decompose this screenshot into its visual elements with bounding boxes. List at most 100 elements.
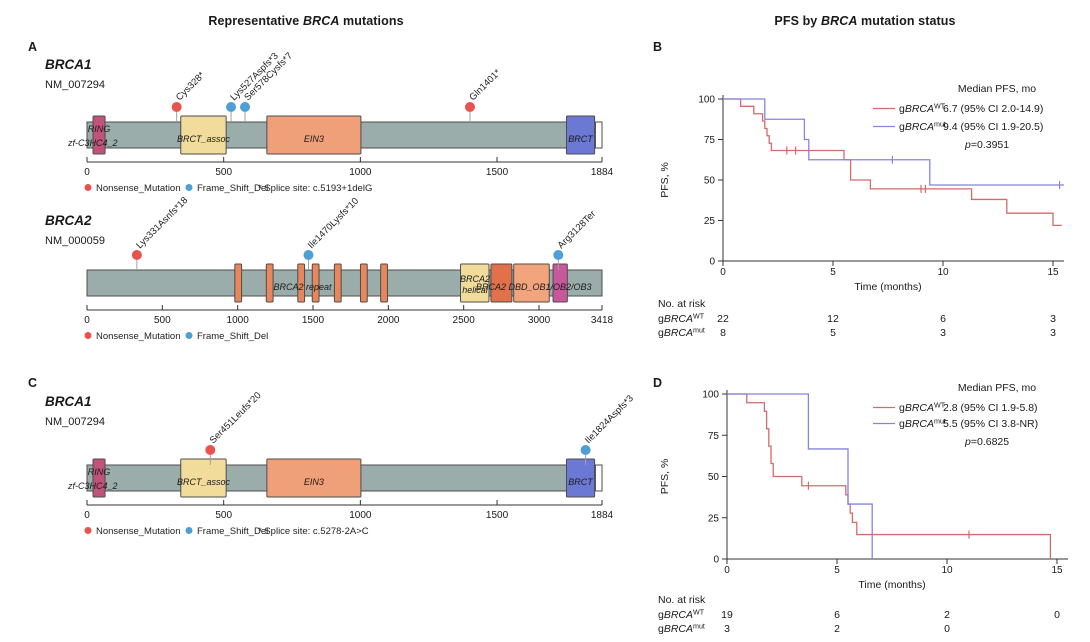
domain-overlay-label: zf-C3HC4_2 xyxy=(67,481,118,491)
legend-label: Nonsense_Mutation xyxy=(96,331,181,342)
km-curve-mut xyxy=(723,98,1064,186)
aa-axis-tick-label: 1000 xyxy=(349,167,372,178)
domain-box-BRCT_assoc xyxy=(180,115,227,155)
x-tick-label: 10 xyxy=(937,267,949,278)
x-axis-title: Time (months) xyxy=(854,281,921,293)
y-tick-label: 0 xyxy=(709,257,715,268)
legend-label: Frame_Shift_Del xyxy=(197,183,268,194)
domain-box-BRCA2-DBD-2 xyxy=(513,263,550,303)
domain-box-BRCT xyxy=(565,115,596,155)
left-column-title: Representative BRCA mutations xyxy=(208,14,404,28)
legend-dot-Nonsense_Mutation xyxy=(84,184,92,191)
domain-overlay-label: RING xyxy=(88,124,111,134)
km-chart-panel-d: 0 25 50 75 100 0 5 10 15 PFS, % Time (months) Media… xyxy=(658,382,1068,636)
mutation-dot-Nonsense_Mutation xyxy=(464,102,475,112)
domain-overlay-label: RING xyxy=(88,467,111,477)
km-curve-mut xyxy=(727,393,873,559)
y-tick-label: 50 xyxy=(704,176,716,187)
risk-row-name: gBRCAmut xyxy=(658,327,705,340)
mutation-dot-Frame_Shift_Del xyxy=(553,250,564,260)
p-value: p=0.3951 xyxy=(964,139,1009,151)
mutation-dot-Nonsense_Mutation xyxy=(205,445,216,455)
legend-median-wt: 6.7 (95% CI 2.0-14.9) xyxy=(943,103,1043,115)
aa-axis-tick-label: 0 xyxy=(84,510,90,521)
aa-axis-tick-label: 1500 xyxy=(486,510,509,521)
risk-count: 3 xyxy=(1050,313,1056,325)
y-tick-label: 75 xyxy=(708,431,720,442)
domain-box-BRCA2-OB xyxy=(552,263,568,303)
risk-count: 12 xyxy=(827,313,839,325)
legend-label: Nonsense_Mutation xyxy=(96,526,181,537)
x-tick-label: 15 xyxy=(1051,565,1063,576)
right-column-title: PFS by BRCA mutation status xyxy=(774,14,956,28)
mutation-label: Lys331Asnfs*18 xyxy=(134,195,190,251)
risk-count: 0 xyxy=(1054,609,1060,621)
risk-count: 3 xyxy=(1050,327,1056,339)
mutation-label: Ile1470Lysfs*10 xyxy=(306,196,361,251)
legend-series-name-wt: gBRCAWT xyxy=(899,402,946,415)
aa-axis-tick-label: 1000 xyxy=(227,315,250,326)
risk-count: 5 xyxy=(830,327,836,339)
risk-table-title: No. at risk xyxy=(658,594,706,606)
legend-header: Median PFS, mo xyxy=(958,83,1036,95)
aa-axis-tick-label: 500 xyxy=(154,315,171,326)
legend-series-name-mut: gBRCAmut xyxy=(899,121,946,134)
domain-box-BRCA2-helical xyxy=(460,263,490,303)
domain-label-BRCT_assoc: BRCT_assoc xyxy=(177,134,231,144)
domain-box-BRCT xyxy=(565,458,596,498)
km-curve-wt xyxy=(723,98,1062,227)
legend-median-wt: 2.8 (95% CI 1.9-5.8) xyxy=(943,402,1038,414)
panel-label-b: B xyxy=(653,40,663,54)
aa-axis-tick-label: 3000 xyxy=(528,315,551,326)
domain-overlay-label: helical xyxy=(462,285,489,295)
mutation-dot-Frame_Shift_Del xyxy=(303,250,314,260)
aa-axis-tick-label: 500 xyxy=(215,510,232,521)
splice-site-footnote: * Splice site: c.5278-2A>C xyxy=(258,526,369,537)
gene-title-brca2-a: BRCA2 xyxy=(45,213,92,228)
km-curve-wt xyxy=(727,393,1052,559)
y-axis-title: PFS, % xyxy=(659,459,671,495)
risk-row-name: gBRCAWT xyxy=(658,609,705,622)
mutation-dot-Nonsense_Mutation xyxy=(171,102,182,112)
legend-header: Median PFS, mo xyxy=(958,382,1036,394)
domain-overlay-label: BRCA2 repeat xyxy=(273,282,332,292)
mutation-label: Arg3128Ter xyxy=(556,209,599,252)
y-tick-label: 100 xyxy=(702,390,719,401)
x-tick-label: 15 xyxy=(1047,267,1059,278)
aa-axis-tick-label: 0 xyxy=(84,315,90,326)
risk-count: 8 xyxy=(720,327,726,339)
domain-box-BRCT_assoc xyxy=(180,458,227,498)
legend-dot-Nonsense_Mutation xyxy=(84,527,92,534)
risk-row-name: gBRCAmut xyxy=(658,623,705,636)
mutation-label: Gln1401* xyxy=(467,67,503,103)
y-tick-label: 75 xyxy=(704,135,716,146)
y-tick-label: 25 xyxy=(704,216,716,227)
panel-label-c: C xyxy=(28,376,38,390)
domain-label-BRCT_assoc: BRCT_assoc xyxy=(177,477,231,487)
y-axis-title: PFS, % xyxy=(659,162,671,198)
splice-site-footnote: * Splice site: c.5193+1delG xyxy=(258,183,372,194)
protein-bar-unfilled xyxy=(594,121,603,149)
risk-count: 0 xyxy=(944,623,950,635)
aa-axis-tick-label: 1500 xyxy=(486,167,509,178)
aa-axis-tick-label: 1000 xyxy=(349,510,372,521)
legend-label: Frame_Shift_Del xyxy=(197,526,268,537)
domain-box-BRC-repeat-5 xyxy=(333,263,342,303)
aa-axis-tick-label: 1500 xyxy=(302,315,325,326)
transcript-brca1-a: NM_007294 xyxy=(45,79,105,91)
risk-count: 3 xyxy=(940,327,946,339)
x-tick-label: 0 xyxy=(724,565,730,576)
mutation-dot-Frame_Shift_Del xyxy=(580,445,591,455)
aa-axis-tick-label: 500 xyxy=(215,167,232,178)
aa-axis-tick-label: 1884 xyxy=(591,510,614,521)
domain-box-BRC-repeat-7 xyxy=(380,263,388,303)
transcript-brca1-c: NM_007294 xyxy=(45,416,105,428)
domain-label-EIN3: EIN3 xyxy=(304,134,324,144)
domain-overlay-label: BRCA2 DBD_OB1/OB2/OB3 xyxy=(476,282,592,292)
y-tick-label: 25 xyxy=(708,513,720,524)
aa-axis-tick-label: 3418 xyxy=(591,315,614,326)
risk-count: 2 xyxy=(944,609,950,621)
